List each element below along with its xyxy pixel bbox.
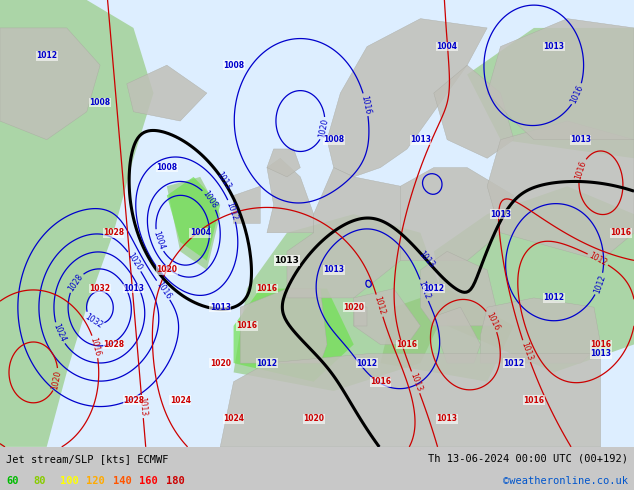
Text: 1013: 1013 bbox=[519, 341, 534, 362]
Text: 1016: 1016 bbox=[359, 94, 372, 115]
Polygon shape bbox=[233, 186, 261, 223]
Text: 80: 80 bbox=[33, 475, 46, 486]
Polygon shape bbox=[401, 168, 514, 261]
Text: 1012: 1012 bbox=[424, 284, 444, 293]
Text: 160: 160 bbox=[139, 475, 158, 486]
Text: 1013: 1013 bbox=[214, 171, 233, 192]
Polygon shape bbox=[167, 177, 220, 261]
Text: 1012: 1012 bbox=[256, 359, 278, 368]
Text: 1013: 1013 bbox=[590, 349, 611, 358]
Polygon shape bbox=[487, 121, 634, 261]
Text: 1013: 1013 bbox=[210, 303, 231, 312]
Text: 1020: 1020 bbox=[303, 415, 324, 423]
Text: 1028: 1028 bbox=[103, 228, 124, 237]
Polygon shape bbox=[434, 307, 481, 363]
Polygon shape bbox=[0, 0, 153, 447]
Text: 1012: 1012 bbox=[543, 294, 564, 302]
Text: 1013: 1013 bbox=[543, 42, 564, 51]
Polygon shape bbox=[127, 65, 207, 121]
Text: 1016: 1016 bbox=[89, 336, 102, 357]
Polygon shape bbox=[380, 289, 514, 382]
Text: 1012: 1012 bbox=[373, 295, 387, 316]
Text: 1016: 1016 bbox=[590, 340, 611, 349]
Polygon shape bbox=[487, 19, 634, 140]
Polygon shape bbox=[481, 298, 600, 363]
Text: 1016: 1016 bbox=[484, 311, 501, 332]
Polygon shape bbox=[434, 186, 634, 372]
Text: 1013: 1013 bbox=[275, 256, 299, 265]
Text: 1004: 1004 bbox=[437, 42, 458, 51]
Text: 1012: 1012 bbox=[503, 359, 524, 368]
Text: 1013: 1013 bbox=[137, 396, 148, 416]
Text: 1016: 1016 bbox=[154, 280, 172, 301]
Text: 1013: 1013 bbox=[123, 284, 144, 293]
Text: ©weatheronline.co.uk: ©weatheronline.co.uk bbox=[503, 475, 628, 486]
Polygon shape bbox=[233, 289, 354, 382]
Text: 140: 140 bbox=[113, 475, 132, 486]
Text: 1020: 1020 bbox=[157, 266, 178, 274]
Text: 1020: 1020 bbox=[318, 118, 330, 139]
Text: 1032: 1032 bbox=[83, 312, 104, 330]
Text: 1016: 1016 bbox=[569, 83, 586, 105]
Text: 1020: 1020 bbox=[126, 251, 144, 272]
Polygon shape bbox=[327, 19, 487, 177]
Polygon shape bbox=[354, 289, 420, 344]
Polygon shape bbox=[467, 28, 634, 158]
Text: 1028: 1028 bbox=[67, 272, 85, 293]
Text: 1008: 1008 bbox=[323, 135, 344, 144]
Polygon shape bbox=[167, 177, 220, 270]
Text: 1008: 1008 bbox=[156, 163, 178, 172]
Text: 1020: 1020 bbox=[210, 359, 231, 368]
Text: Th 13-06-2024 00:00 UTC (00+192): Th 13-06-2024 00:00 UTC (00+192) bbox=[428, 454, 628, 464]
Polygon shape bbox=[354, 307, 367, 326]
Text: 180: 180 bbox=[166, 475, 185, 486]
Text: 1013: 1013 bbox=[490, 210, 511, 219]
Text: 1032: 1032 bbox=[89, 284, 110, 293]
Text: 1013: 1013 bbox=[323, 266, 344, 274]
Text: 1008: 1008 bbox=[201, 189, 219, 210]
Text: 1008: 1008 bbox=[223, 61, 244, 70]
Text: 1016: 1016 bbox=[236, 321, 257, 330]
Text: Jet stream/SLP [kts] ECMWF: Jet stream/SLP [kts] ECMWF bbox=[6, 454, 169, 464]
Text: 1012: 1012 bbox=[587, 251, 609, 268]
Text: 120: 120 bbox=[86, 475, 105, 486]
Text: 1013: 1013 bbox=[417, 249, 436, 270]
Polygon shape bbox=[220, 354, 600, 447]
Text: 1008: 1008 bbox=[89, 98, 111, 107]
Polygon shape bbox=[233, 214, 447, 391]
Text: 1016: 1016 bbox=[524, 396, 545, 405]
Polygon shape bbox=[287, 168, 401, 298]
Text: 1024: 1024 bbox=[170, 396, 191, 405]
Text: 1013: 1013 bbox=[570, 135, 591, 144]
Text: 1016: 1016 bbox=[574, 159, 588, 180]
Text: 1028: 1028 bbox=[103, 340, 124, 349]
Text: 1012: 1012 bbox=[356, 359, 378, 368]
Text: 1016: 1016 bbox=[370, 377, 391, 386]
Text: 1012: 1012 bbox=[36, 51, 57, 60]
Text: 1004: 1004 bbox=[190, 228, 210, 237]
Polygon shape bbox=[434, 65, 514, 158]
Text: 1020: 1020 bbox=[343, 303, 364, 312]
Text: 1012: 1012 bbox=[592, 273, 607, 294]
Text: 1012: 1012 bbox=[225, 200, 240, 221]
Text: 1013: 1013 bbox=[437, 415, 458, 423]
Polygon shape bbox=[420, 251, 500, 326]
Polygon shape bbox=[267, 158, 314, 233]
Polygon shape bbox=[240, 289, 327, 363]
Text: 1024: 1024 bbox=[223, 415, 244, 423]
Text: 1020: 1020 bbox=[51, 369, 63, 390]
Polygon shape bbox=[0, 28, 100, 140]
Text: 1016: 1016 bbox=[610, 228, 631, 237]
Text: 1004: 1004 bbox=[151, 230, 166, 251]
Text: 1013: 1013 bbox=[410, 135, 431, 144]
Text: 1028: 1028 bbox=[123, 396, 144, 405]
Text: 1013: 1013 bbox=[408, 372, 424, 393]
Text: 100: 100 bbox=[60, 475, 79, 486]
Polygon shape bbox=[267, 149, 301, 177]
Text: 1016: 1016 bbox=[256, 284, 278, 293]
Text: 1012: 1012 bbox=[417, 280, 432, 301]
Text: 60: 60 bbox=[6, 475, 19, 486]
Text: 1024: 1024 bbox=[51, 323, 67, 344]
Text: 1016: 1016 bbox=[397, 340, 418, 349]
